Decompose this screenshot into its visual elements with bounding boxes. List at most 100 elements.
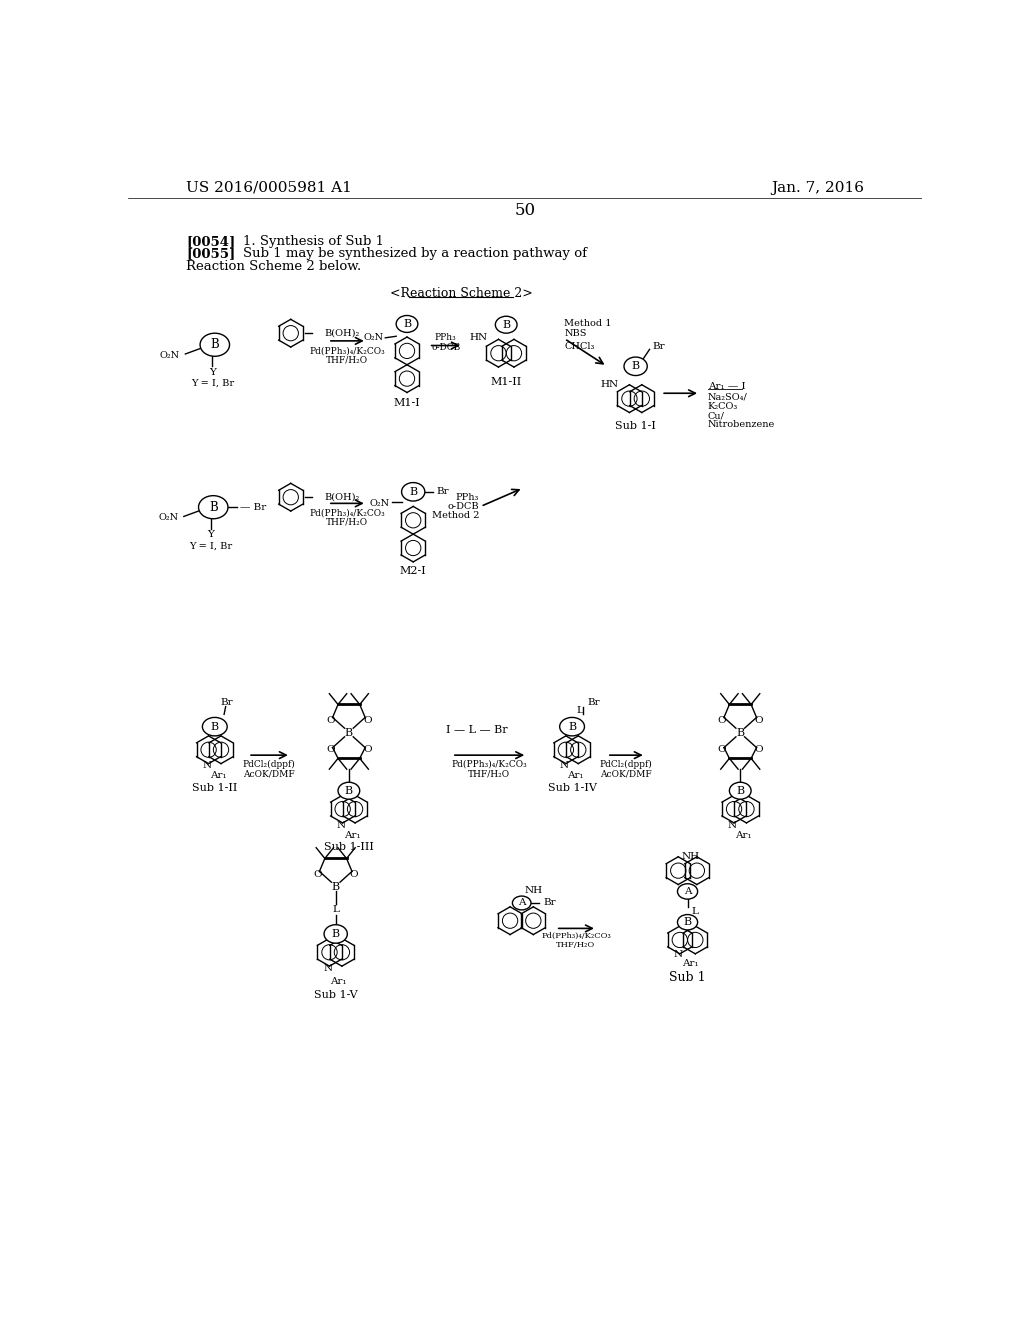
Text: N: N xyxy=(728,821,737,830)
Text: Pd(PPh₃)₄/K₂CO₃: Pd(PPh₃)₄/K₂CO₃ xyxy=(541,932,611,940)
Text: O: O xyxy=(362,717,372,725)
Text: O₂N: O₂N xyxy=(160,351,180,360)
Text: N: N xyxy=(674,950,683,960)
Text: THF/H₂O: THF/H₂O xyxy=(556,941,596,949)
Text: Ar₁: Ar₁ xyxy=(735,832,752,841)
Ellipse shape xyxy=(203,718,227,737)
Text: CHCl₃: CHCl₃ xyxy=(564,342,595,351)
Text: B: B xyxy=(736,785,744,796)
Text: O: O xyxy=(313,870,322,879)
Text: Br: Br xyxy=(652,342,666,351)
Text: 1. Synthesis of Sub 1: 1. Synthesis of Sub 1 xyxy=(243,235,384,248)
Text: HN: HN xyxy=(469,334,487,342)
Ellipse shape xyxy=(729,783,751,799)
Text: Pd(PPh₃)₄/K₂CO₃: Pd(PPh₃)₄/K₂CO₃ xyxy=(309,346,385,355)
Ellipse shape xyxy=(512,896,531,909)
Text: O: O xyxy=(326,717,335,725)
Text: O: O xyxy=(718,746,726,754)
Text: O: O xyxy=(755,746,763,754)
Text: B: B xyxy=(410,487,417,496)
Text: THF/H₂O: THF/H₂O xyxy=(327,517,369,527)
Text: Sub 1-V: Sub 1-V xyxy=(314,990,357,1001)
Text: M1-II: M1-II xyxy=(490,376,522,387)
Text: US 2016/0005981 A1: US 2016/0005981 A1 xyxy=(186,181,352,194)
Text: B: B xyxy=(209,500,218,513)
Text: o-DCB: o-DCB xyxy=(447,502,479,511)
Text: NH: NH xyxy=(524,886,543,895)
Text: Ar₁: Ar₁ xyxy=(567,771,584,780)
Text: Br: Br xyxy=(544,899,556,907)
Text: O₂N: O₂N xyxy=(370,499,390,508)
Text: B(OH)₂: B(OH)₂ xyxy=(325,329,360,338)
Ellipse shape xyxy=(678,915,697,929)
Text: [0054]: [0054] xyxy=(186,235,236,248)
Ellipse shape xyxy=(199,495,228,519)
Text: Y = I, Br: Y = I, Br xyxy=(189,541,232,550)
Text: Sub 1-II: Sub 1-II xyxy=(193,783,238,793)
Text: I — L — Br: I — L — Br xyxy=(445,725,508,735)
Text: O: O xyxy=(362,746,372,754)
Text: Sub 1 may be synthesized by a reaction pathway of: Sub 1 may be synthesized by a reaction p… xyxy=(243,247,587,260)
Text: [0055]: [0055] xyxy=(186,247,236,260)
Text: B(OH)₂: B(OH)₂ xyxy=(325,492,360,502)
Text: O: O xyxy=(755,717,763,725)
Ellipse shape xyxy=(401,483,425,502)
Text: Sub 1: Sub 1 xyxy=(670,972,706,985)
Text: o-DCB: o-DCB xyxy=(431,343,461,352)
Text: L: L xyxy=(691,907,698,916)
Text: Br: Br xyxy=(436,487,450,496)
Text: Pd(PPh₃)₄/K₂CO₃: Pd(PPh₃)₄/K₂CO₃ xyxy=(309,508,385,517)
Text: B: B xyxy=(683,917,691,927)
Text: O₂N: O₂N xyxy=(159,513,178,523)
Text: PPh₃: PPh₃ xyxy=(435,334,457,342)
Text: B: B xyxy=(210,338,219,351)
Text: Ar₁: Ar₁ xyxy=(210,771,226,780)
Text: Method 1: Method 1 xyxy=(564,319,611,329)
Text: N: N xyxy=(203,760,212,770)
Text: B: B xyxy=(402,319,411,329)
Text: N: N xyxy=(337,821,346,830)
Text: Br: Br xyxy=(588,697,600,706)
Text: THF/H₂O: THF/H₂O xyxy=(327,355,369,364)
Text: Y: Y xyxy=(208,531,214,540)
Text: O: O xyxy=(326,746,335,754)
Ellipse shape xyxy=(396,315,418,333)
Text: PdCl₂(dppf): PdCl₂(dppf) xyxy=(243,760,296,770)
Text: <Reaction Scheme 2>: <Reaction Scheme 2> xyxy=(390,286,532,300)
Ellipse shape xyxy=(338,783,359,799)
Text: O₂N: O₂N xyxy=(364,334,384,342)
Text: Ar₁: Ar₁ xyxy=(331,977,347,986)
Text: Y: Y xyxy=(209,368,216,378)
Text: NBS: NBS xyxy=(564,330,587,338)
Text: Ar₁: Ar₁ xyxy=(344,832,360,841)
Text: B: B xyxy=(332,882,340,891)
Text: 50: 50 xyxy=(514,202,536,219)
Text: NH: NH xyxy=(682,851,699,861)
Text: B: B xyxy=(332,929,340,939)
Text: O: O xyxy=(350,870,358,879)
Text: K₂CO₃: K₂CO₃ xyxy=(708,401,738,411)
Text: M1-I: M1-I xyxy=(393,399,421,408)
Text: PPh₃: PPh₃ xyxy=(456,492,479,502)
Text: O: O xyxy=(718,717,726,725)
Text: Ar₁: Ar₁ xyxy=(682,960,699,969)
Text: Reaction Scheme 2 below.: Reaction Scheme 2 below. xyxy=(186,260,361,273)
Text: — Br: — Br xyxy=(240,503,266,512)
Text: B: B xyxy=(502,319,510,330)
Text: Jan. 7, 2016: Jan. 7, 2016 xyxy=(771,181,864,194)
Text: N: N xyxy=(560,760,569,770)
Ellipse shape xyxy=(200,333,229,356)
Text: M2-I: M2-I xyxy=(399,566,427,576)
Text: L: L xyxy=(332,904,339,913)
Text: Nitrobenzene: Nitrobenzene xyxy=(708,420,775,429)
Ellipse shape xyxy=(324,925,347,944)
Text: Method 2: Method 2 xyxy=(431,511,479,520)
Text: Cu/: Cu/ xyxy=(708,411,725,420)
Text: AcOK/DMF: AcOK/DMF xyxy=(600,770,652,777)
Text: B: B xyxy=(736,727,744,738)
Text: Br: Br xyxy=(221,697,233,706)
Text: THF/H₂O: THF/H₂O xyxy=(468,770,510,777)
Text: A: A xyxy=(518,899,525,907)
Text: B: B xyxy=(345,727,353,738)
Text: Sub 1-I: Sub 1-I xyxy=(615,421,656,432)
